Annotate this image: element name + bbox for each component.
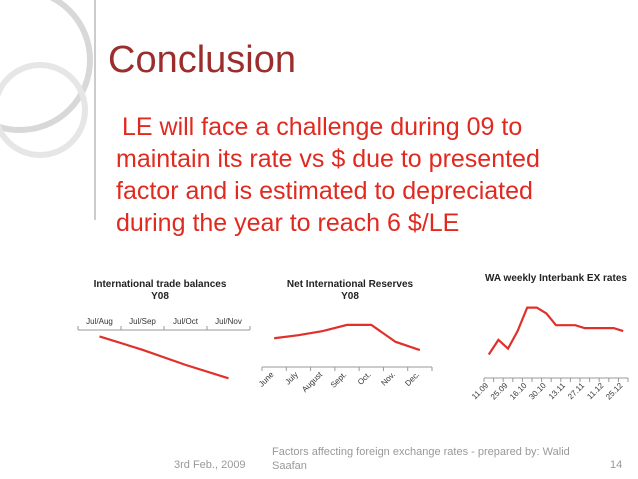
x-tick-label: July (283, 370, 299, 386)
x-tick-label: Jul/Oct (173, 317, 199, 326)
x-tick-label: 30.10 (527, 381, 548, 402)
x-tick-label: Jul/Nov (215, 317, 242, 326)
footer-date: 3rd Feb., 2009 (174, 459, 246, 471)
body-line: maintain its rate vs $ due to presented (116, 145, 540, 173)
x-tick-label: 25.12 (604, 381, 625, 402)
data-line (487, 306, 624, 356)
x-tick-label: August (300, 370, 325, 395)
data-line (274, 323, 421, 352)
x-tick-label: 16.10 (508, 381, 529, 402)
x-tick-label: Jul/Sep (129, 317, 156, 326)
body-line: LE will face a challenge during 09 to (122, 113, 522, 141)
x-tick-label: 11.12 (585, 381, 605, 401)
x-tick-label: 11.09 (470, 381, 490, 401)
page-number: 14 (610, 459, 622, 471)
x-tick-label: 27.11 (566, 381, 586, 401)
x-tick-label: 25.09 (489, 381, 510, 402)
data-line (99, 335, 229, 380)
footer: 3rd Feb., 2009 Factors affecting foreign… (174, 446, 622, 472)
chart-title: Y08 (151, 291, 169, 302)
chart-title: Net International Reserves (287, 279, 414, 290)
slide-title: Conclusion (108, 39, 296, 81)
x-tick-label: Dec. (403, 370, 421, 388)
body-line: during the year to reach 6 $/LE (116, 209, 459, 237)
decoration (0, 0, 96, 220)
x-tick-label: Jul/Aug (86, 317, 113, 326)
chart-title: International trade balances (94, 279, 227, 290)
x-tick-label: June (257, 370, 276, 389)
body-line: factor and is estimated to depreciated (116, 177, 533, 205)
body: LE will face a challenge during 09 to ma… (116, 113, 540, 237)
x-tick-label: 13.11 (547, 381, 567, 401)
x-tick-label: Oct. (356, 370, 373, 387)
x-tick-label: Nov. (379, 370, 397, 388)
footer-text: Factors affecting foreign exchange rates… (272, 446, 570, 458)
footer-text: Saafan (272, 460, 307, 472)
chart-title: WA weekly Interbank EX rates (485, 273, 627, 284)
chart-title: Y08 (341, 291, 359, 302)
x-tick-label: Sept. (329, 370, 349, 390)
